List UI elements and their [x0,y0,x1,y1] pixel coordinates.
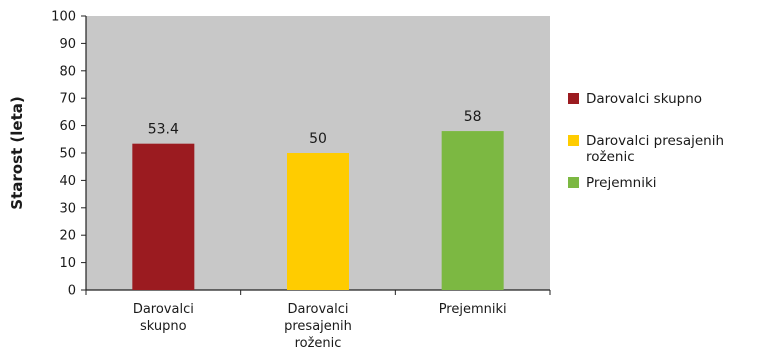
y-tick-label: 30 [59,201,76,216]
legend-label: Darovalci presajenih roženic [586,133,724,165]
y-tick-label: 20 [59,229,76,244]
y-tick-label: 70 [59,92,76,107]
y-axis: 0 10 20 30 40 50 60 70 80 90 100 [51,10,87,299]
data-label: 50 [309,131,327,147]
legend-swatch [568,135,579,146]
bar [287,153,349,290]
y-tick-label: 90 [59,37,76,52]
legend: Darovalci skupno Darovalci presajenih rože… [568,91,724,191]
category-label: Prejemniki [439,302,507,317]
y-tick-label: 100 [51,10,76,25]
bars [132,131,504,290]
y-tick-label: 60 [59,119,76,134]
data-label: 58 [464,109,482,125]
legend-label: Darovalci skupno [586,91,702,107]
y-tick-label: 80 [59,64,76,79]
category-label: Darovalci skupno [133,302,194,334]
x-axis [85,289,551,295]
legend-swatch [568,93,579,104]
legend-label: Prejemniki [586,175,657,191]
y-tick-label: 50 [59,147,76,162]
data-label: 53.4 [148,122,179,138]
bar [132,143,195,290]
category-labels: Darovalci skupno Darovalci presajenih roženi… [133,302,507,351]
y-tick-label: 0 [68,284,76,299]
y-axis-title: Starost (leta) [8,96,26,209]
legend-swatch [568,177,579,188]
category-label: Darovalci presajenih roženic [284,302,352,351]
bar [441,131,504,290]
data-labels: 53.4 50 58 [148,109,482,147]
y-tick-label: 40 [59,174,76,189]
y-tick-label: 10 [59,256,76,271]
